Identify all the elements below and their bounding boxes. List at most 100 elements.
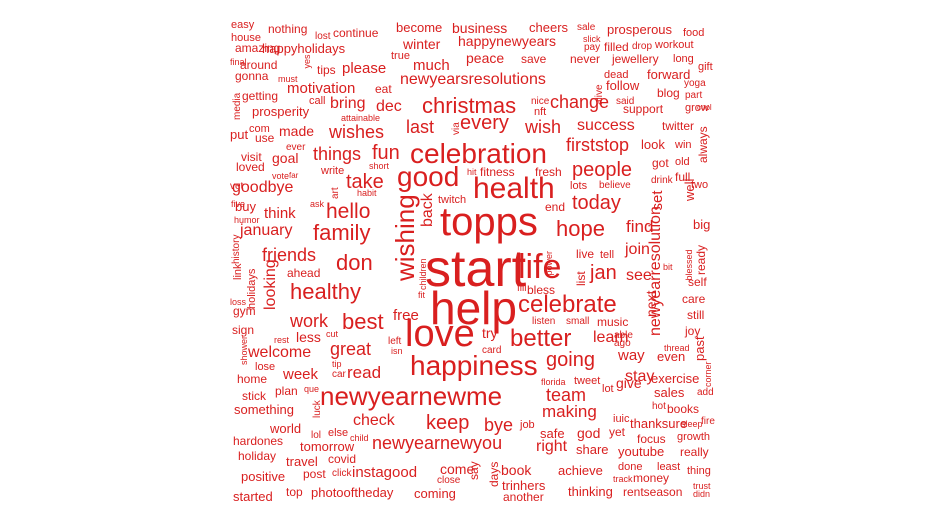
cloud-word: winter [403,36,441,52]
cloud-word: better [510,325,572,352]
cloud-word: win [675,139,692,151]
cloud-word: best [342,309,384,334]
cloud-word: plan [275,384,298,398]
cloud-word: tomorrow [300,439,355,454]
cloud-word: cool [697,103,712,112]
cloud-word: far [289,171,299,180]
cloud-word: book [501,462,532,478]
cloud-word: become [396,20,443,35]
cloud-word: great [330,339,372,359]
cloud-word: didn [693,489,711,499]
cloud-word: tweet [574,375,601,387]
cloud-word: peace [466,50,505,66]
cloud-word: set [649,190,666,211]
cloud-word: true [391,50,410,62]
cloud-word: find [626,217,654,236]
cloud-word: workout [655,39,694,51]
cloud-word: safe [540,426,565,441]
cloud-word: long [673,53,694,65]
cloud-word: bit [663,262,673,272]
cloud-word: team [546,385,587,405]
cloud-word: around [240,58,278,72]
cloud-word: vote [272,171,290,181]
cloud-word: nice [531,96,550,107]
cloud-word: travel [286,454,318,469]
cloud-word: prosperous [607,22,673,37]
cloud-word: gonna [235,69,269,83]
cloud-word: loved [236,160,265,174]
cloud-word: fill [517,283,527,294]
cloud-word: motivation [287,80,356,97]
cloud-word: lots [570,180,588,192]
cloud-word: goodbye [232,179,294,196]
cloud-word: bless [527,283,556,297]
cloud-word: prosperity [252,104,310,119]
cloud-word: coming [414,486,456,501]
cloud-word: learn [593,329,629,346]
cloud-word: something [234,402,294,417]
cloud-word: holidays [246,268,258,309]
cloud-word: follow [606,78,640,93]
cloud-word: car [332,369,346,380]
cloud-word: books [667,402,700,416]
cloud-word: bring [330,95,366,112]
cloud-word: art [330,187,341,199]
cloud-word: old [675,156,690,168]
cloud-word: dec [376,98,402,115]
cloud-word: nft [534,106,547,118]
cloud-word: via [451,122,462,135]
cloud-word: friends [262,245,317,265]
cloud-word: christmas [422,93,517,118]
cloud-word: sleep [681,419,703,429]
cloud-word: trust [693,481,711,491]
cloud-word: lol [311,430,322,441]
cloud-word: success [577,117,635,134]
cloud-word: started [233,489,273,504]
cloud-word: ready [694,244,708,275]
cloud-word: holiday [238,449,277,463]
cloud-word: come [440,461,475,477]
cloud-word: add [697,387,714,398]
cloud-word: ask [310,199,325,209]
cloud-word: give [616,375,642,391]
cloud-word: topps [440,200,538,244]
cloud-word: week [283,366,319,383]
cloud-word: live [576,247,595,261]
cloud-word: corner [703,361,713,387]
cloud-word: slick [583,34,601,44]
cloud-word: lose [255,361,276,373]
cloud-word: much [413,57,450,74]
cloud-word: isn [391,346,403,356]
cloud-word: habit [357,188,377,198]
cloud-word: que [304,384,320,394]
cloud-word: filled [604,40,629,54]
cloud-word: thinking [568,484,613,499]
cloud-word: believe [599,180,631,191]
cloud-word: check [353,412,395,429]
cloud-word: twitter [662,119,695,133]
cloud-word: wishing [390,194,420,281]
cloud-word: getting [242,89,279,103]
cloud-word: change [550,92,610,112]
cloud-word: post [303,467,326,481]
cloud-word: fire [701,416,715,427]
cloud-word: left [388,336,402,347]
cloud-word: short [369,161,390,171]
cloud-word: start [425,240,527,298]
cloud-word: today [572,192,621,214]
cloud-word: help [430,282,517,334]
cloud-word: five [231,199,246,209]
cloud-word: put [230,127,249,142]
cloud-word: celebration [410,138,547,169]
cloud-word: join [625,241,650,258]
cloud-word: really [680,445,709,459]
cloud-word: thanksure [630,416,688,431]
cloud-word: good [397,161,460,192]
cloud-word: power [544,250,554,276]
cloud-word: thing [687,465,711,477]
cloud-word: newyearnewyou [372,433,503,453]
cloud-word: making [542,402,597,421]
cloud-word: write [321,165,345,177]
cloud-word: less [296,329,321,345]
